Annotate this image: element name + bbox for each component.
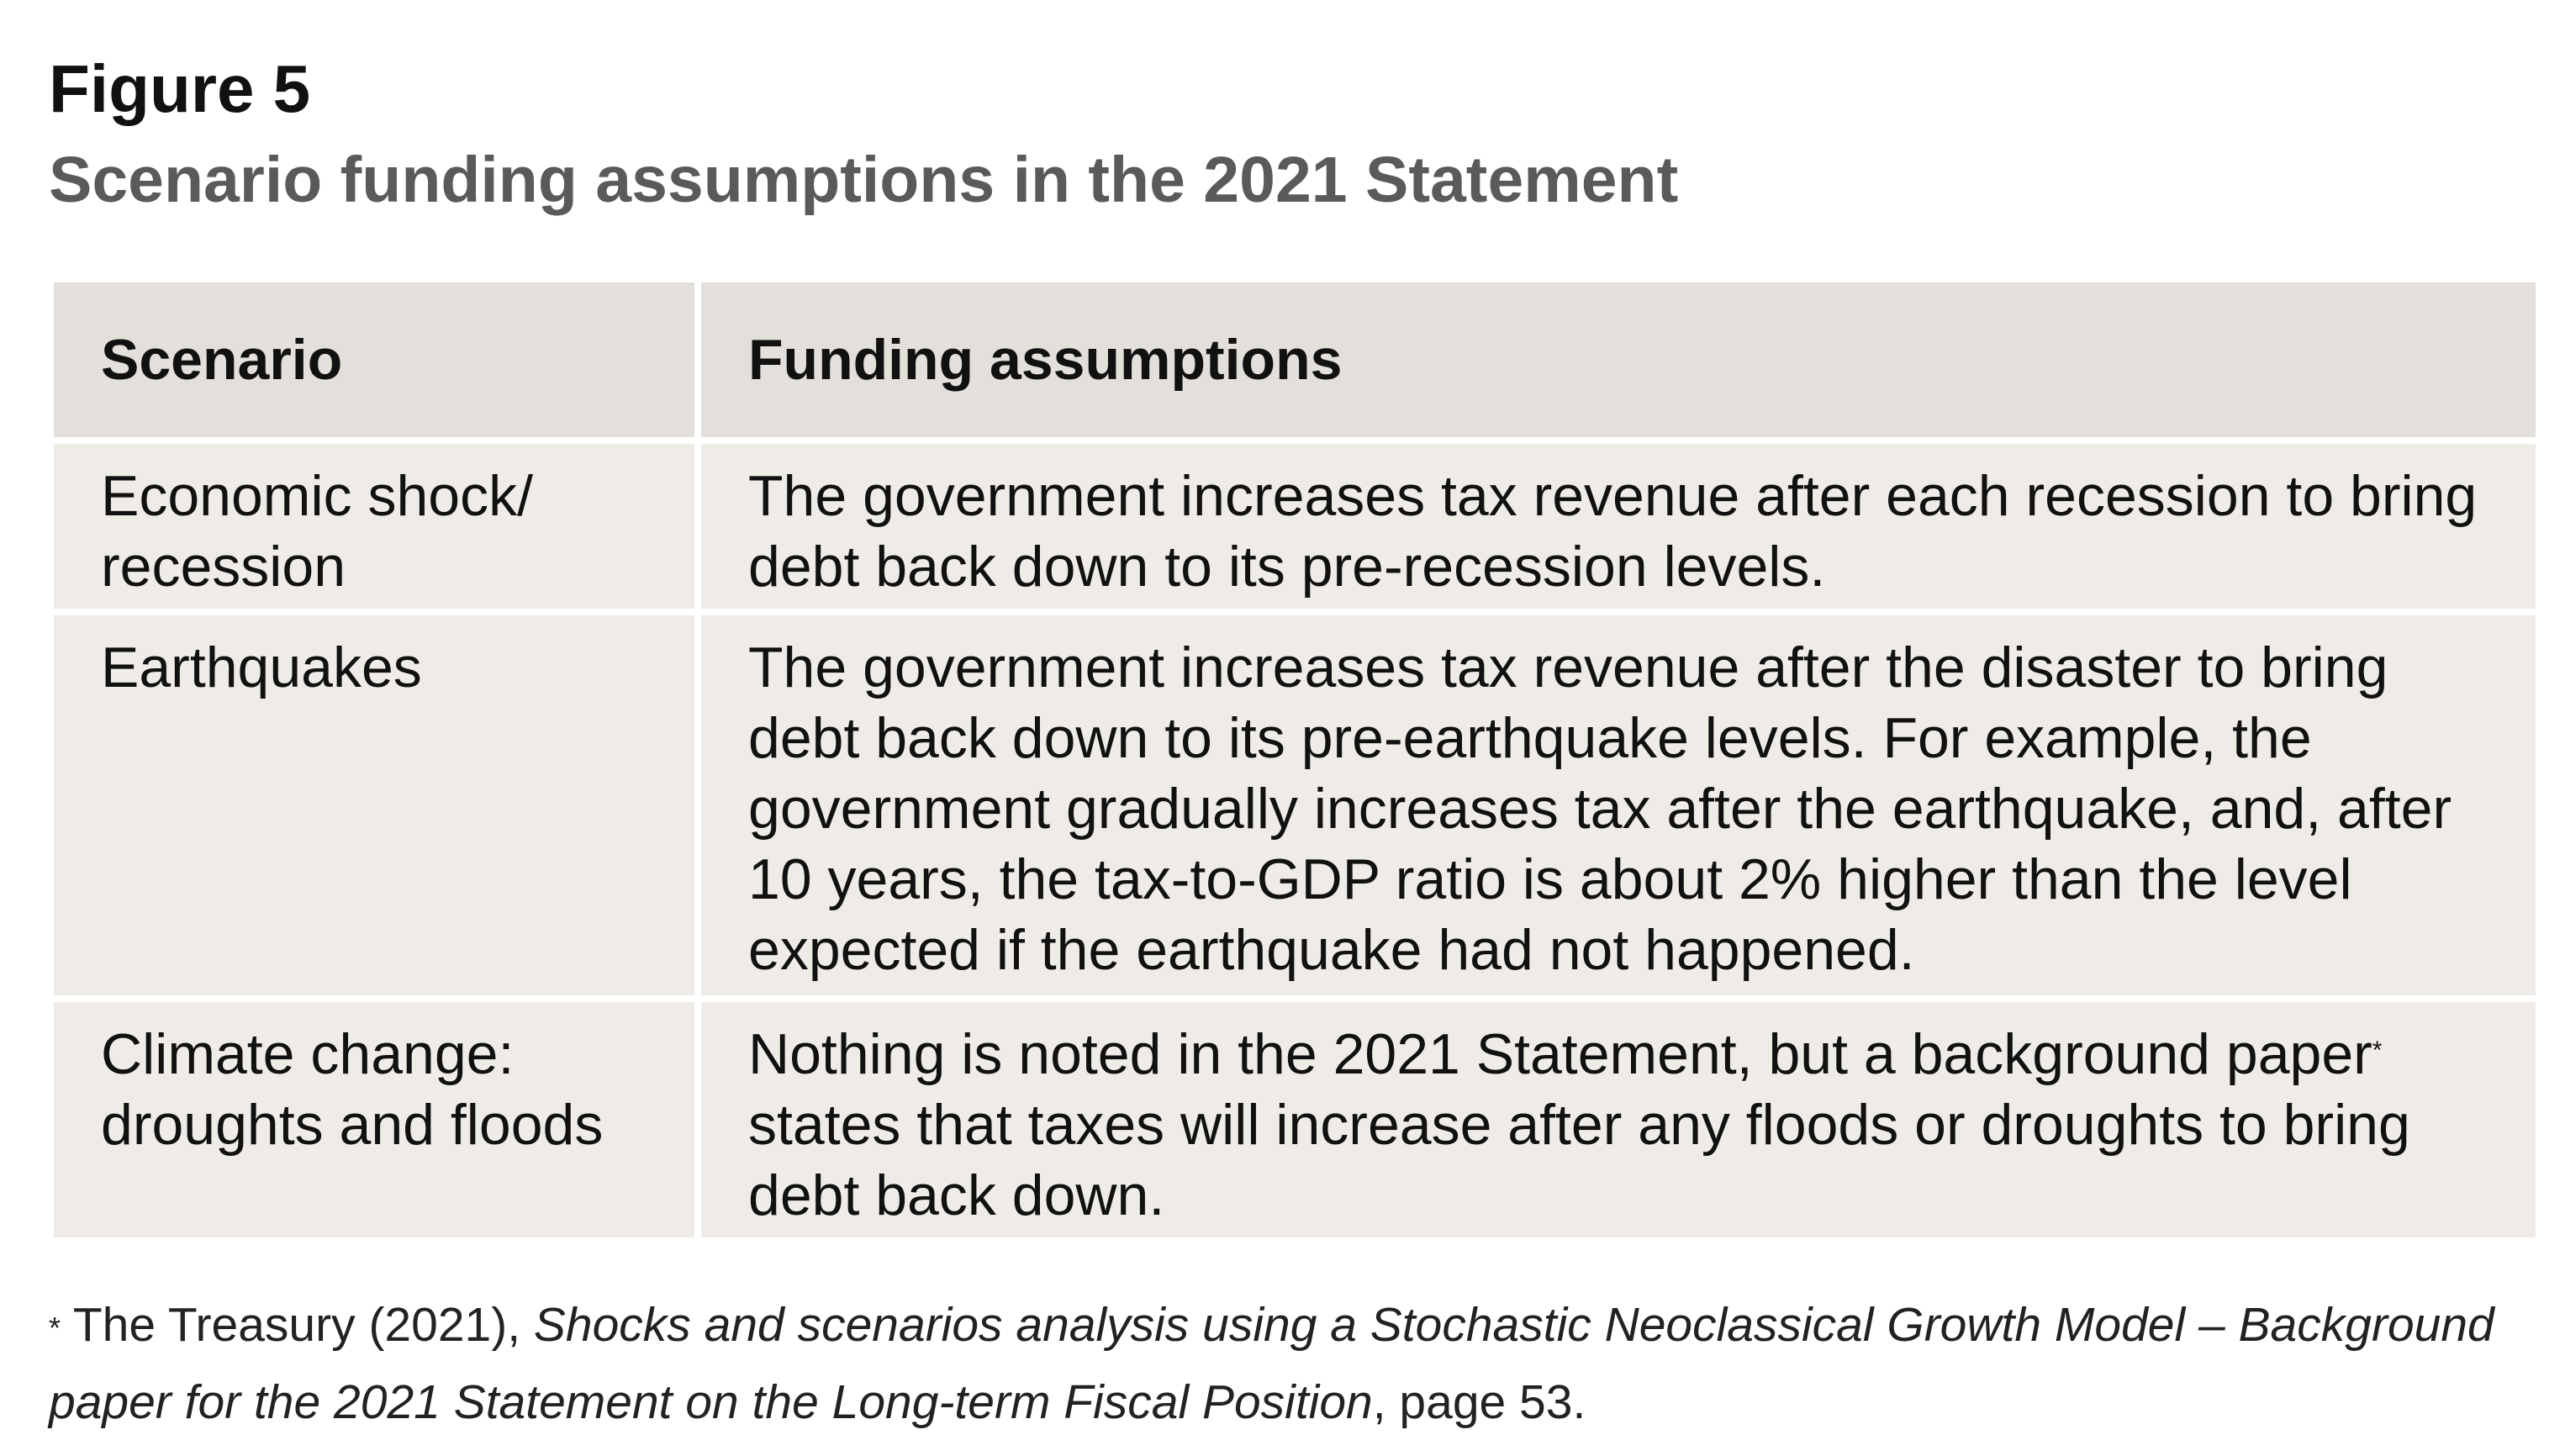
header-funding-assumptions: Funding assumptions: [701, 282, 2536, 437]
footnote-marker: *: [49, 1311, 61, 1345]
scenario-line: Climate change:: [101, 1022, 515, 1086]
scenario-line: Economic shock/: [101, 464, 533, 528]
scenario-cell: Climate change: droughts and floods: [54, 1002, 694, 1237]
assumption-cell: The government increases tax revenue aft…: [701, 615, 2536, 995]
assumption-text: Nothing is noted in the 2021 Statement, …: [748, 1022, 2372, 1086]
header-scenario: Scenario: [54, 282, 694, 437]
footnote-suffix: , page 53.: [1372, 1375, 1586, 1429]
assumption-cell: Nothing is noted in the 2021 Statement, …: [701, 1002, 2536, 1237]
footnote-marker: *: [2372, 1037, 2383, 1064]
table-header-row: Scenario Funding assumptions: [54, 282, 2536, 437]
table-row: Economic shock/ recession The government…: [54, 444, 2536, 609]
scenario-cell: Economic shock/ recession: [54, 444, 694, 609]
assumption-text: states that taxes will increase after an…: [748, 1093, 2410, 1227]
table-row: Earthquakes The government increases tax…: [54, 615, 2536, 995]
figure-label: Figure 5: [49, 51, 311, 126]
table-row: Climate change: droughts and floods Noth…: [54, 1002, 2536, 1237]
scenario-line: Earthquakes: [101, 636, 422, 699]
scenario-cell: Earthquakes: [54, 615, 694, 995]
footnote: * The Treasury (2021), Shocks and scenar…: [49, 1286, 2537, 1441]
footnote-prefix: The Treasury (2021),: [61, 1298, 534, 1352]
scenario-line: recession: [101, 535, 346, 599]
figure-title: Scenario funding assumptions in the 2021…: [49, 144, 1679, 216]
funding-assumptions-table: Scenario Funding assumptions Economic sh…: [54, 282, 2536, 1244]
footnote-source-title: Shocks and scenarios analysis using a St…: [49, 1298, 2494, 1429]
scenario-line: droughts and floods: [101, 1093, 604, 1157]
assumption-cell: The government increases tax revenue aft…: [701, 444, 2536, 609]
